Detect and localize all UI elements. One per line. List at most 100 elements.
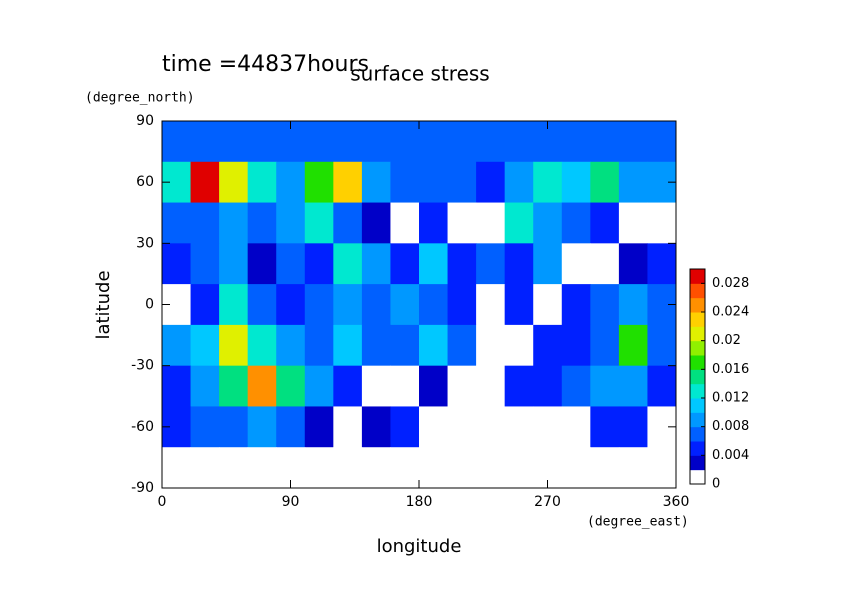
heat-cell — [219, 447, 249, 489]
heat-cell — [304, 406, 334, 448]
heat-cell — [533, 406, 563, 448]
heat-cell — [476, 161, 506, 204]
heat-cell — [590, 243, 620, 285]
heat-cell — [618, 365, 648, 407]
heat-cell — [390, 161, 420, 204]
colorbar-tick-label: 0.02 — [712, 333, 741, 348]
heat-cell — [561, 365, 591, 407]
heat-cell — [561, 121, 591, 163]
heat-cell — [361, 243, 391, 285]
heat-cell — [333, 202, 363, 244]
heat-cell — [476, 284, 506, 326]
heat-cell — [333, 243, 363, 285]
heat-cell — [304, 161, 334, 204]
heat-cell — [190, 447, 220, 489]
heat-cell — [361, 161, 391, 204]
heat-cell — [304, 202, 334, 244]
heat-cell — [247, 243, 277, 285]
heat-cell — [590, 447, 620, 489]
x-tick-label: 270 — [534, 494, 561, 510]
heat-cell — [419, 202, 449, 244]
heat-cell — [447, 365, 477, 407]
heat-cell — [504, 406, 534, 448]
heat-cell — [276, 324, 306, 367]
heat-cell — [419, 406, 449, 448]
heat-cell — [590, 202, 620, 244]
chart-title: surface stress — [350, 62, 489, 86]
heat-cell — [361, 202, 391, 244]
heat-cell — [162, 365, 192, 407]
heat-cell — [276, 284, 306, 326]
y-tick-label: 30 — [136, 235, 154, 251]
heat-cell — [276, 365, 306, 407]
heat-cell — [361, 324, 391, 367]
heat-cell — [419, 161, 449, 204]
heat-cell — [219, 365, 249, 407]
heat-cell — [590, 161, 620, 204]
colorbar-band — [690, 412, 705, 428]
heat-cell — [333, 365, 363, 407]
heat-cell — [219, 161, 249, 204]
heat-cell — [304, 284, 334, 326]
heat-cell — [647, 447, 677, 489]
heat-cell — [476, 406, 506, 448]
heat-cell — [247, 202, 277, 244]
heat-cell — [190, 202, 220, 244]
heat-cell — [647, 365, 677, 407]
heat-cell — [419, 324, 449, 367]
heat-cell — [333, 284, 363, 326]
heat-cell — [447, 447, 477, 489]
heat-cell — [390, 406, 420, 448]
heat-cell — [647, 243, 677, 285]
heat-cell — [447, 284, 477, 326]
heat-cell — [447, 324, 477, 367]
y-units: (degree_north) — [85, 91, 195, 106]
colorbar-band — [690, 441, 705, 456]
heat-cell — [419, 284, 449, 326]
heat-cell — [618, 161, 648, 204]
colorbar-frame — [689, 268, 706, 485]
heat-cell — [219, 406, 249, 448]
heat-cell — [276, 202, 306, 244]
y-axis-title: latitude — [93, 270, 114, 339]
colorbar-tick-label: 0.004 — [712, 448, 749, 463]
heat-cell — [618, 243, 648, 285]
heat-cell — [361, 406, 391, 448]
heat-cell — [276, 161, 306, 204]
heat-cell — [190, 243, 220, 285]
heat-cell — [476, 243, 506, 285]
heat-cell — [618, 284, 648, 326]
colorbar-band — [690, 283, 705, 299]
heat-cell — [304, 121, 334, 163]
heat-cell — [190, 284, 220, 326]
heat-cell — [190, 324, 220, 367]
heat-cell — [618, 447, 648, 489]
x-axis-title: longitude — [377, 536, 462, 557]
colorbar-tick-label: 0.012 — [712, 391, 749, 406]
heat-cell — [390, 243, 420, 285]
heat-cell — [533, 161, 563, 204]
colorbar-band — [690, 398, 705, 413]
heat-cell — [219, 243, 249, 285]
heat-cell — [590, 284, 620, 326]
heat-cell — [476, 121, 506, 163]
y-tick-label: 90 — [136, 113, 154, 129]
heat-cell — [561, 161, 591, 204]
heat-cell — [504, 202, 534, 244]
heat-cell — [333, 121, 363, 163]
x-tick-label: 180 — [406, 494, 433, 510]
heat-cell — [533, 324, 563, 367]
heat-cell — [504, 284, 534, 326]
x-units: (degree_east) — [587, 515, 689, 530]
colorbar-tick-label: 0.028 — [712, 276, 749, 291]
heat-cell — [333, 406, 363, 448]
x-tick-label: 90 — [282, 494, 300, 510]
y-tick-label: -30 — [131, 358, 154, 374]
colorbar-tick-label: 0.016 — [712, 362, 749, 377]
heat-cell — [533, 284, 563, 326]
heat-cell — [504, 365, 534, 407]
colorbar-tick-label: 0.008 — [712, 419, 749, 434]
colorbar-band — [690, 369, 705, 385]
heat-cell — [361, 447, 391, 489]
